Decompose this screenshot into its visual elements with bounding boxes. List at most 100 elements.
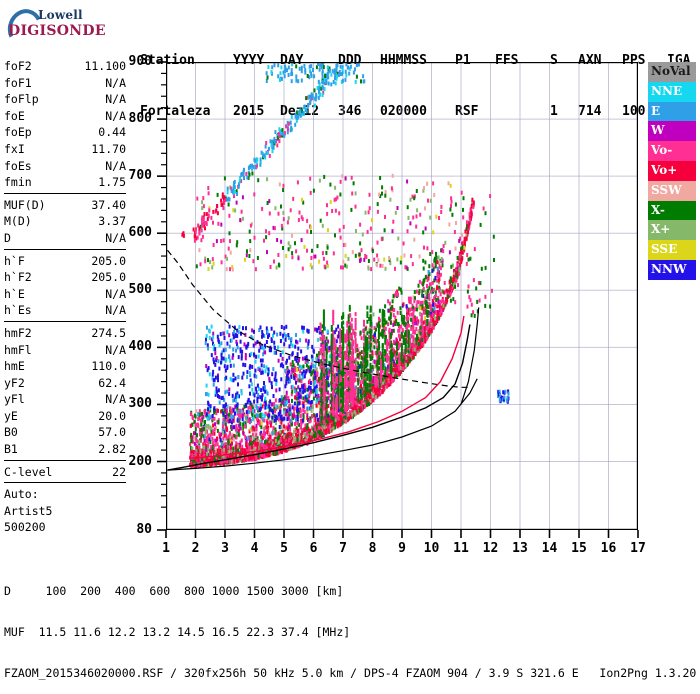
param-row: h`F2 205.0 (4, 269, 126, 286)
legend-item-noval[interactable]: NoVal (648, 62, 696, 82)
x-axis-tick-label: 12 (478, 541, 504, 556)
param-value: 274.5 (91, 325, 126, 342)
param-value: N/A (105, 91, 126, 108)
legend-label: X- (651, 203, 665, 217)
x-axis-tick-label: 11 (448, 541, 474, 556)
legend-label: SSE (651, 242, 677, 256)
logo-lowell-text: Lowell (38, 8, 83, 22)
x-axis-tick-label: 4 (242, 541, 268, 556)
legend-item-x-[interactable]: X+ (648, 220, 696, 240)
param-key: h`Es (4, 302, 32, 319)
param-key: D (4, 230, 11, 247)
divider (4, 193, 126, 194)
legend-item-e[interactable]: E (648, 102, 696, 122)
footer-file-row: FZAOM_2015346020000.RSF / 320fx256h 50 k… (4, 667, 696, 681)
x-axis-tick-label: 17 (625, 541, 651, 556)
param-key: h`F2 (4, 269, 32, 286)
param-key: C-level (4, 464, 52, 481)
station-header-table: StationYYYYDAYDDDHHMMSSP1FFSSAXNPPSIGAPS… (140, 18, 156, 137)
param-row: hmF2 274.5 (4, 325, 126, 342)
legend-label: Vo+ (651, 163, 677, 177)
header-label-row: StationYYYYDAYDDDHHMMSSP1FFSSAXNPPSIGAPS (140, 52, 156, 69)
logo-digisonde-text: DIGISONDE (8, 23, 106, 39)
param-value: 1.75 (98, 174, 126, 191)
param-row: foEp 0.44 (4, 124, 126, 141)
param-key: hmE (4, 358, 25, 375)
legend-label: SSW (651, 183, 682, 197)
divider (4, 460, 126, 461)
param-row: fmin 1.75 (4, 174, 126, 191)
param-row: foE N/A (4, 108, 126, 125)
param-value: 205.0 (91, 269, 126, 286)
param-key: foE (4, 108, 25, 125)
param-row: foFlp N/A (4, 91, 126, 108)
param-group-muf: MUF(D) 37.40 M(D) 3.37 D N/A (4, 197, 126, 247)
legend-item-nne[interactable]: NNE (648, 82, 696, 102)
param-value: 205.0 (91, 253, 126, 270)
legend-label: NNW (651, 262, 686, 276)
param-key: h`F (4, 253, 25, 270)
x-axis-tick-label: 3 (212, 541, 238, 556)
legend-label: X+ (651, 222, 670, 236)
param-value: N/A (105, 342, 126, 359)
param-key: foEp (4, 124, 32, 141)
param-key: M(D) (4, 213, 32, 230)
param-key: foEs (4, 158, 32, 175)
param-value: 11.70 (91, 141, 126, 158)
legend-label: W (651, 123, 664, 137)
legend-label: Vo- (651, 143, 672, 157)
header-value-row: Fortaleza2015Dez12346020000RSF171410010+… (140, 103, 156, 120)
param-key: fmin (4, 174, 32, 191)
legend-label: NoVal (651, 64, 691, 78)
param-row: h`F 205.0 (4, 253, 126, 270)
x-axis-tick-label: 6 (301, 541, 327, 556)
param-value: N/A (105, 286, 126, 303)
param-value: 110.0 (91, 358, 126, 375)
legend-item-vo-[interactable]: Vo- (648, 141, 696, 161)
param-key: fxI (4, 141, 25, 158)
param-key: foF2 (4, 58, 32, 75)
x-axis-tick-label: 14 (537, 541, 563, 556)
param-key: B0 (4, 424, 18, 441)
param-value: N/A (105, 108, 126, 125)
param-key: hmF2 (4, 325, 32, 342)
param-value: 3.37 (98, 213, 126, 230)
param-value: 37.40 (91, 197, 126, 214)
param-value: 62.4 (98, 375, 126, 392)
param-row: hmFl N/A (4, 342, 126, 359)
legend-item-w[interactable]: W (648, 121, 696, 141)
param-key: yF2 (4, 375, 25, 392)
param-value: N/A (105, 230, 126, 247)
param-key: hmFl (4, 342, 32, 359)
footer-distance-row: D 100 200 400 600 800 1000 1500 3000 [km… (4, 585, 696, 599)
param-row: fxI 11.70 (4, 141, 126, 158)
param-key: yE (4, 408, 18, 425)
legend-item-ssw[interactable]: SSW (648, 181, 696, 201)
param-key: foFlp (4, 91, 39, 108)
param-row: MUF(D) 37.40 (4, 197, 126, 214)
x-axis-tick-label: 9 (389, 541, 415, 556)
legend-item-vo-[interactable]: Vo+ (648, 161, 696, 181)
param-key: MUF(D) (4, 197, 46, 214)
legend-item-sse[interactable]: SSE (648, 240, 696, 260)
divider (4, 321, 126, 322)
param-value: 57.0 (98, 424, 126, 441)
param-value: 0.44 (98, 124, 126, 141)
legend-label: E (651, 104, 660, 118)
legend-item-x-[interactable]: X- (648, 201, 696, 221)
echo-points (181, 62, 509, 468)
legend-label: NNE (651, 84, 682, 98)
param-key: B1 (4, 441, 18, 458)
ionogram-plot[interactable] (166, 62, 638, 530)
legend-item-nnw[interactable]: NNW (648, 260, 696, 280)
